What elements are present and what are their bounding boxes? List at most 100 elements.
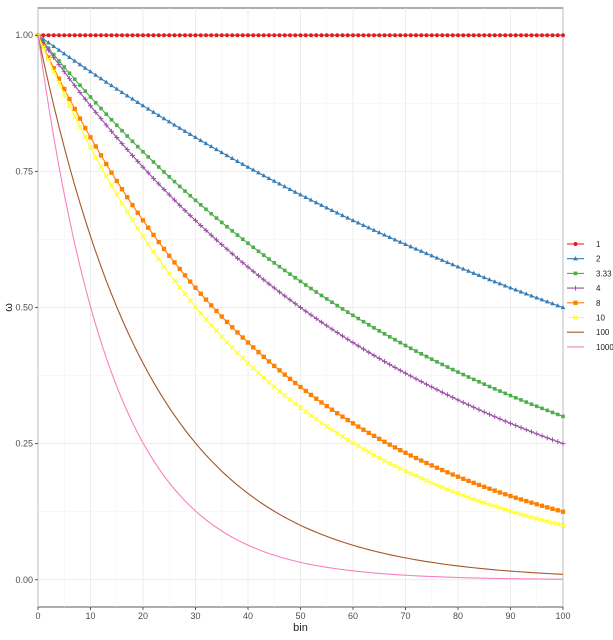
x-tick-label: 50 [295, 611, 305, 621]
data-point [524, 33, 529, 38]
data-point [319, 400, 324, 405]
data-point [219, 33, 224, 38]
data-point [114, 191, 120, 198]
data-point [429, 33, 434, 38]
data-point [129, 217, 136, 223]
data-point [402, 468, 409, 474]
data-point [450, 394, 456, 400]
data-point [72, 77, 77, 82]
data-point [429, 384, 435, 390]
data-point [62, 86, 67, 92]
data-point [573, 271, 578, 276]
data-point [397, 239, 403, 244]
data-point [308, 392, 314, 398]
data-point [445, 259, 450, 265]
data-point [103, 122, 109, 128]
legend-item-4: 4 [567, 284, 601, 293]
data-point [229, 345, 235, 351]
data-point [188, 33, 193, 38]
data-point [293, 275, 298, 280]
data-point [141, 33, 145, 38]
data-point [376, 355, 382, 361]
data-point [235, 233, 240, 237]
x-tick-label: 90 [505, 611, 515, 621]
data-point [145, 106, 151, 111]
data-point [351, 33, 355, 38]
data-point [135, 33, 140, 38]
data-point [219, 334, 225, 340]
data-point [550, 33, 555, 38]
data-point [387, 234, 393, 240]
data-point [528, 514, 535, 520]
data-point [266, 379, 272, 385]
data-point [529, 33, 534, 38]
data-point [507, 508, 514, 514]
data-point [61, 51, 67, 56]
data-point [392, 463, 398, 469]
data-point [56, 80, 62, 86]
data-point [266, 281, 272, 287]
data-point [193, 198, 198, 203]
data-point [550, 410, 555, 415]
data-point [119, 141, 125, 147]
data-point [397, 367, 403, 373]
data-point [519, 33, 523, 38]
series-layer [35, 32, 566, 580]
data-point [40, 45, 46, 51]
data-point [429, 480, 435, 486]
data-point [213, 328, 220, 334]
data-point [272, 261, 277, 265]
data-point [403, 343, 408, 348]
data-point [503, 492, 508, 497]
data-point [518, 425, 524, 431]
data-point [282, 293, 288, 299]
data-point [460, 399, 466, 405]
data-point [230, 229, 235, 233]
data-point [335, 411, 340, 416]
data-point [56, 62, 62, 68]
data-point [435, 360, 439, 364]
data-point [450, 33, 455, 38]
data-point [282, 33, 287, 38]
data-point [318, 319, 325, 325]
data-point [508, 493, 513, 499]
data-point [83, 125, 88, 131]
data-point [539, 503, 545, 508]
data-point [455, 490, 461, 497]
data-point [361, 427, 366, 432]
data-point [51, 33, 56, 38]
x-axis-title: bin [293, 622, 308, 634]
data-point [424, 354, 429, 359]
data-point [245, 264, 251, 270]
data-point [440, 362, 445, 367]
data-point [62, 65, 67, 69]
data-point [329, 326, 335, 332]
data-point [72, 58, 78, 63]
data-point [419, 33, 424, 38]
data-point [340, 307, 345, 311]
data-point [120, 33, 124, 38]
data-point [324, 33, 329, 38]
data-point [371, 352, 377, 358]
data-point [98, 116, 104, 122]
data-point [209, 303, 214, 308]
data-point [345, 310, 350, 314]
data-point [450, 488, 456, 495]
data-point [77, 116, 83, 121]
data-point [492, 387, 497, 391]
data-point [372, 33, 376, 38]
data-point [82, 96, 88, 102]
x-tick-label: 0 [35, 611, 40, 621]
data-point [298, 384, 303, 390]
data-point [83, 33, 88, 38]
data-point [555, 439, 561, 445]
data-point [414, 33, 418, 38]
data-point [88, 33, 93, 38]
data-point [130, 139, 135, 144]
legend-label: 4 [596, 284, 601, 293]
data-point [308, 312, 314, 318]
data-point [539, 433, 545, 439]
data-point [287, 396, 293, 403]
data-point [413, 376, 419, 382]
data-point [308, 197, 314, 202]
